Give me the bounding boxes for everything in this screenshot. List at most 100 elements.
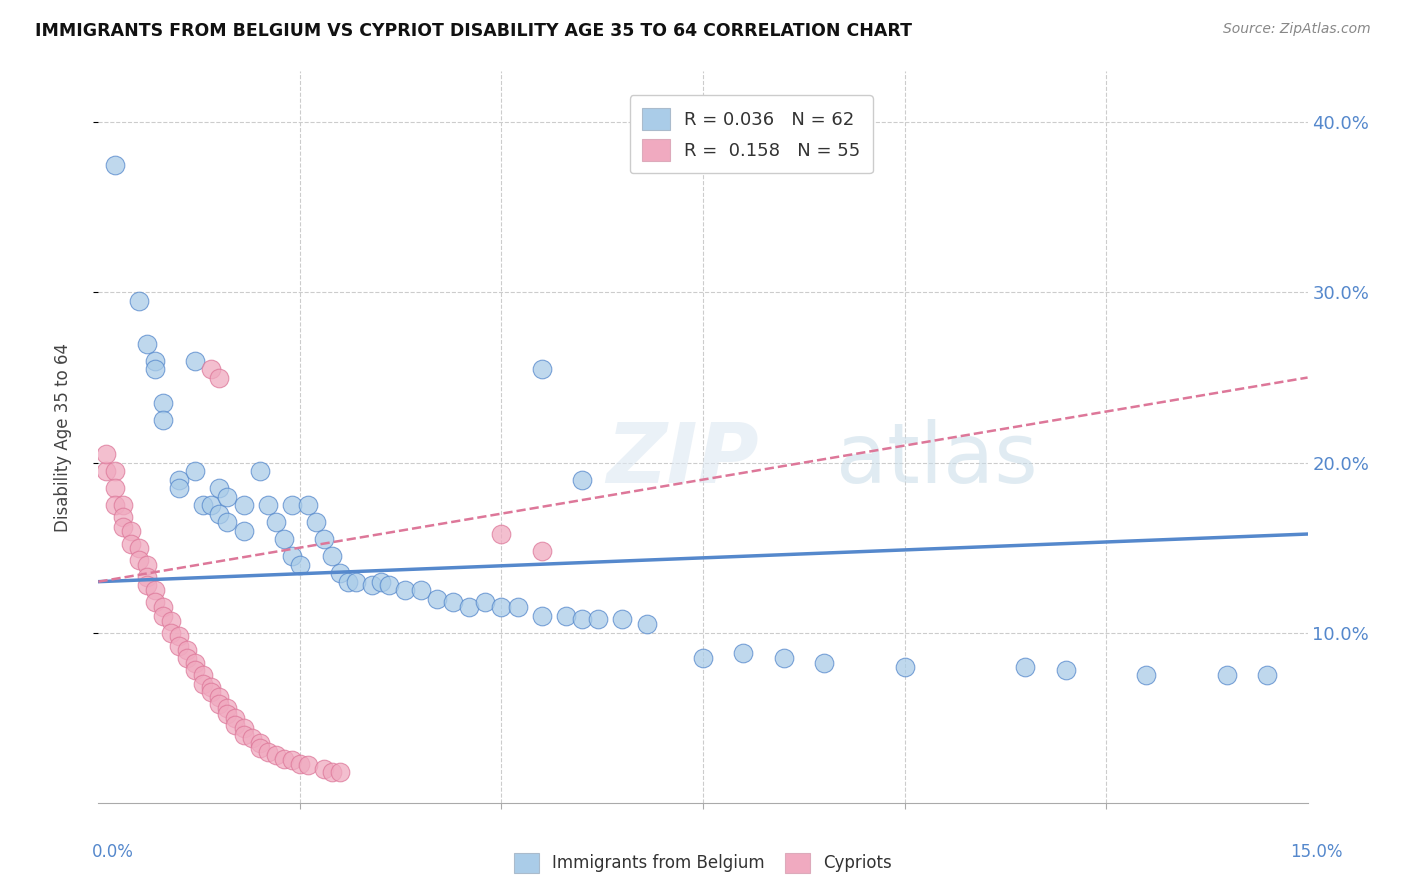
Point	[394, 583, 416, 598]
Point	[200, 685, 222, 699]
Text: ZIP: ZIP	[606, 418, 759, 500]
Point	[264, 515, 287, 529]
Point	[586, 612, 609, 626]
Point	[571, 473, 593, 487]
Point	[530, 544, 553, 558]
Point	[111, 510, 134, 524]
Point	[96, 464, 118, 478]
Point	[893, 659, 915, 673]
Point	[176, 651, 198, 665]
Point	[232, 728, 254, 742]
Point	[321, 549, 343, 563]
Point	[249, 741, 271, 756]
Point	[1256, 668, 1278, 682]
Point	[160, 614, 183, 628]
Point	[1014, 659, 1036, 673]
Point	[314, 532, 336, 546]
Point	[143, 353, 166, 368]
Point	[160, 625, 183, 640]
Point	[232, 524, 254, 538]
Point	[361, 578, 384, 592]
Point	[143, 583, 166, 598]
Text: Source: ZipAtlas.com: Source: ZipAtlas.com	[1223, 22, 1371, 37]
Point	[208, 370, 231, 384]
Point	[224, 717, 246, 731]
Point	[409, 583, 432, 598]
Point	[321, 765, 343, 780]
Point	[135, 569, 157, 583]
Point	[184, 464, 207, 478]
Point	[217, 707, 239, 722]
Point	[128, 293, 150, 308]
Point	[193, 677, 215, 691]
Point	[143, 595, 166, 609]
Point	[474, 595, 496, 609]
Point	[1135, 668, 1157, 682]
Point	[217, 700, 239, 714]
Point	[288, 756, 311, 771]
Point	[200, 680, 222, 694]
Point	[288, 558, 311, 572]
Point	[256, 498, 278, 512]
Point	[458, 600, 481, 615]
Point	[692, 651, 714, 665]
Point	[152, 413, 174, 427]
Point	[426, 591, 449, 606]
Point	[297, 758, 319, 772]
Point	[314, 762, 336, 776]
Text: atlas: atlas	[837, 418, 1038, 500]
Point	[184, 663, 207, 677]
Point	[200, 498, 222, 512]
Point	[103, 498, 125, 512]
Point	[506, 600, 529, 615]
Point	[555, 608, 578, 623]
Point	[152, 608, 174, 623]
Point	[152, 600, 174, 615]
Point	[370, 574, 392, 589]
Point	[193, 498, 215, 512]
Point	[167, 473, 190, 487]
Point	[733, 646, 755, 660]
Point	[281, 753, 304, 767]
Point	[208, 507, 231, 521]
Point	[249, 736, 271, 750]
Point	[96, 447, 118, 461]
Point	[281, 549, 304, 563]
Point	[193, 668, 215, 682]
Point	[305, 515, 328, 529]
Point	[772, 651, 794, 665]
Point	[1216, 668, 1239, 682]
Point	[612, 612, 634, 626]
Legend: Immigrants from Belgium, Cypriots: Immigrants from Belgium, Cypriots	[508, 847, 898, 880]
Point	[120, 524, 142, 538]
Point	[232, 721, 254, 735]
Legend: R = 0.036   N = 62, R =  0.158   N = 55: R = 0.036 N = 62, R = 0.158 N = 55	[630, 95, 873, 173]
Point	[208, 697, 231, 711]
Point	[184, 353, 207, 368]
Point	[111, 520, 134, 534]
Point	[200, 362, 222, 376]
Point	[344, 574, 367, 589]
Point	[143, 362, 166, 376]
Point	[176, 642, 198, 657]
Point	[530, 362, 553, 376]
Point	[256, 745, 278, 759]
Point	[441, 595, 464, 609]
Point	[1054, 663, 1077, 677]
Text: 15.0%: 15.0%	[1291, 843, 1343, 861]
Y-axis label: Disability Age 35 to 64: Disability Age 35 to 64	[53, 343, 72, 532]
Point	[111, 498, 134, 512]
Point	[135, 578, 157, 592]
Point	[152, 396, 174, 410]
Point	[281, 498, 304, 512]
Point	[530, 608, 553, 623]
Text: 0.0%: 0.0%	[91, 843, 134, 861]
Point	[167, 629, 190, 643]
Point	[224, 711, 246, 725]
Point	[813, 657, 835, 671]
Point	[297, 498, 319, 512]
Point	[103, 158, 125, 172]
Point	[208, 690, 231, 705]
Point	[636, 617, 658, 632]
Point	[264, 748, 287, 763]
